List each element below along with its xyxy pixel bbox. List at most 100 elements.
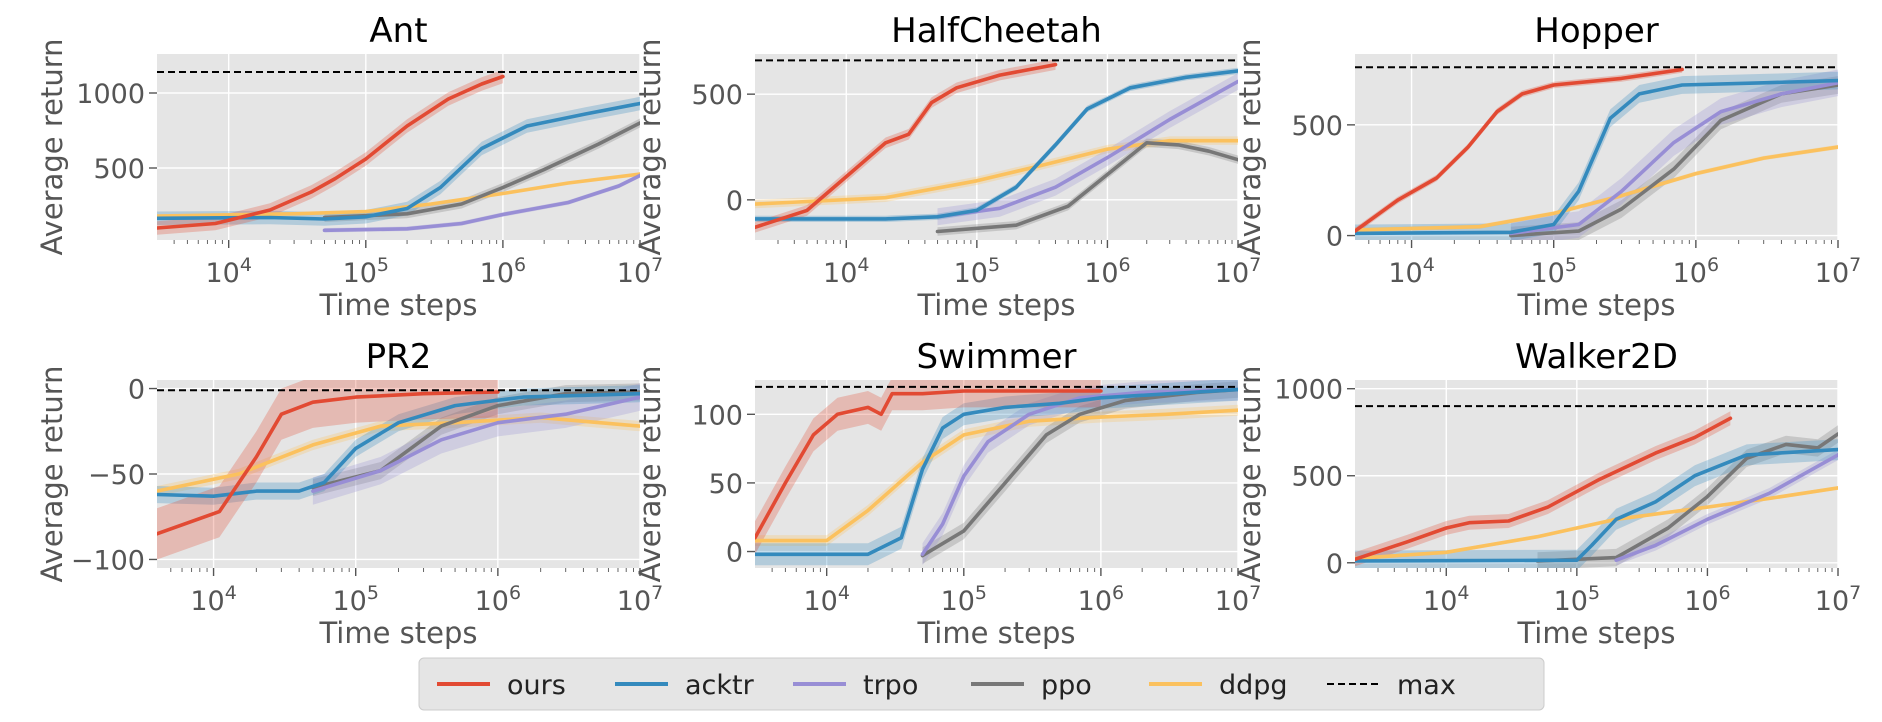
series-line-acktr <box>157 391 640 499</box>
x-tick-label: 107 <box>1815 582 1861 617</box>
x-axis-label: Time steps <box>318 288 477 322</box>
x-tick-label: 105 <box>954 254 1000 289</box>
x-tick-label: 104 <box>823 254 869 289</box>
legend-label-ppo: ppo <box>1041 670 1092 701</box>
band-trpo <box>1510 69 1838 240</box>
x-axis-label: Time steps <box>916 616 1075 650</box>
x-tick-label: 105 <box>332 582 378 617</box>
series-line-ours <box>755 389 1103 540</box>
x-axis-label: Time steps <box>916 288 1075 322</box>
band-ppo <box>312 383 640 497</box>
band-ppo <box>1537 425 1838 568</box>
x-axis-label: Time steps <box>1516 288 1675 322</box>
x-tick-label: 106 <box>1084 254 1130 289</box>
x-tick-label: 104 <box>803 582 849 617</box>
panel-title: PR2 <box>366 337 432 377</box>
series-line-trpo <box>1614 453 1838 563</box>
plot-series-group <box>157 69 640 235</box>
x-tick-label: 105 <box>941 582 987 617</box>
band-ours <box>157 69 503 235</box>
x-tick-label: 105 <box>1554 582 1600 617</box>
series-line-acktr <box>1355 447 1838 563</box>
legend-label-trpo: trpo <box>863 670 918 701</box>
band-ppo <box>1510 76 1838 240</box>
series-line-ddpg <box>1355 145 1838 232</box>
y-tick-label: 500 <box>93 154 145 185</box>
y-tick-label: 500 <box>1291 462 1343 493</box>
subplot-walker2d: 104 105 106 107 0 500 1000 Walker2D Time steps Av… <box>1233 337 1861 650</box>
y-tick-label: 1000 <box>1274 375 1343 406</box>
band-acktr <box>1355 71 1838 240</box>
panel-title: Walker2D <box>1515 337 1678 377</box>
x-tick-label: 106 <box>1673 254 1719 289</box>
x-tick-label: 104 <box>205 254 251 289</box>
panel-title: Swimmer <box>917 337 1077 377</box>
plot-series-group <box>1355 66 1838 240</box>
x-tick-label: 107 <box>617 254 663 289</box>
y-tick-label: 0 <box>1326 222 1343 253</box>
series-line-ours <box>755 62 1058 230</box>
y-tick-label: −50 <box>88 460 145 491</box>
y-tick-label: 0 <box>1326 549 1343 580</box>
series-line-ddpg <box>157 172 640 218</box>
y-tick-label: 0 <box>726 538 743 569</box>
plot-series-group <box>755 59 1238 236</box>
x-tick-label: 107 <box>1815 254 1861 289</box>
band-ours <box>157 380 498 560</box>
plot-background <box>1355 380 1838 568</box>
x-tick-label: 106 <box>1684 582 1730 617</box>
x-tick-label: 104 <box>1388 254 1434 289</box>
y-axis-label: Average return <box>35 366 69 583</box>
legend: ours acktr trpo ppo ddpg max <box>418 657 1545 711</box>
subplot-pr2: 104 105 106 107 −100 −50 0 PR2 Time steps Average… <box>35 337 663 650</box>
x-tick-label: 106 <box>480 254 526 289</box>
plot-background <box>755 380 1238 568</box>
legend-label-acktr: acktr <box>685 670 755 701</box>
band-acktr <box>1355 439 1838 568</box>
band-ppo <box>937 138 1238 236</box>
legend-label-ours: ours <box>507 670 566 701</box>
band-trpo <box>937 73 1238 226</box>
x-axis-label: Time steps <box>1516 616 1675 650</box>
y-tick-label: 1000 <box>76 79 145 110</box>
y-axis-label: Average return <box>1233 39 1267 256</box>
series-line-ddpg <box>755 138 1238 206</box>
x-tick-label: 106 <box>475 582 521 617</box>
subplot-swimmer: 104 105 106 107 0 50 100 Swimmer Time steps Avera… <box>633 337 1261 650</box>
series-line-ppo <box>322 121 640 220</box>
plot-series-group <box>157 380 640 560</box>
y-axis-label: Average return <box>1233 366 1267 583</box>
band-ours <box>755 380 1101 555</box>
x-axis-label: Time steps <box>318 616 477 650</box>
plot-series-group <box>1355 405 1838 568</box>
series-line-ours <box>157 390 500 536</box>
y-tick-label: −100 <box>71 545 145 576</box>
series-line-ppo <box>1535 432 1838 563</box>
x-tick-label: 104 <box>190 582 236 617</box>
panel-title: HalfCheetah <box>891 11 1102 51</box>
series-line-ddpg <box>755 408 1238 543</box>
band-ddpg <box>755 136 1238 209</box>
y-tick-label: 0 <box>128 375 145 406</box>
subplot-ant: 104 105 106 107 500 1000 Ant Time steps Average … <box>35 11 663 322</box>
series-line-trpo <box>1509 81 1838 236</box>
subplot-halfcheetah: 104 105 106 107 0 500 HalfCheetah Time steps Ave… <box>633 11 1261 322</box>
series-line-ours <box>157 74 505 230</box>
series-line-trpo <box>322 173 640 233</box>
legend-label-ddpg: ddpg <box>1219 670 1288 701</box>
series-line-acktr <box>755 387 1238 557</box>
x-tick-label: 105 <box>343 254 389 289</box>
plot-series-group <box>755 380 1238 566</box>
x-tick-label: 107 <box>1215 582 1261 617</box>
x-tick-label: 104 <box>1423 582 1469 617</box>
series-line-ours <box>1355 416 1733 562</box>
band-acktr <box>755 380 1238 566</box>
series-line-ppo <box>935 141 1238 234</box>
band-acktr <box>157 385 640 505</box>
y-tick-label: 100 <box>691 400 743 431</box>
x-tick-label: 105 <box>1530 254 1576 289</box>
x-tick-label: 107 <box>617 582 663 617</box>
series-line-ours <box>1355 67 1684 233</box>
y-tick-label: 500 <box>1291 111 1343 142</box>
